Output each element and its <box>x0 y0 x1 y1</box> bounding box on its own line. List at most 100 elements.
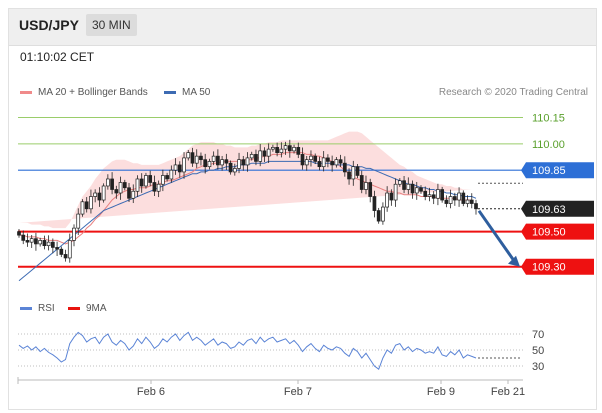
candle-body <box>220 159 224 166</box>
candle-body <box>232 168 237 173</box>
candle-body <box>199 155 203 161</box>
candle-body <box>402 180 406 190</box>
candle-body <box>161 175 165 185</box>
legend-item-9ma: 9MA <box>68 303 107 314</box>
candle-body <box>342 162 347 173</box>
candle-body <box>452 196 457 201</box>
candle-body <box>275 147 279 153</box>
rsi-swatch <box>20 306 32 310</box>
candle-body <box>300 154 305 166</box>
timeframe-badge[interactable]: 30 MIN <box>86 14 137 36</box>
candle-body <box>241 159 246 166</box>
candle-body <box>118 182 123 194</box>
resistance-label-0: 110.15 <box>532 113 565 125</box>
candle-body <box>372 196 377 211</box>
candle-body <box>469 199 474 204</box>
candle-body <box>173 164 178 171</box>
candle-body <box>304 159 309 166</box>
candle-body <box>34 238 38 245</box>
legend-label-ma20: MA 20 + Bollinger Bands <box>38 87 148 98</box>
level-tag-3 <box>521 200 594 217</box>
candle-body <box>397 180 402 185</box>
candle-body <box>355 166 360 176</box>
candle-body <box>271 147 275 150</box>
level-label-5: 109.30 <box>532 262 566 274</box>
candle-body <box>194 155 199 164</box>
candle-body <box>237 159 241 169</box>
legend-item-ma50: MA 50 <box>164 87 210 98</box>
level-label-4: 109.50 <box>532 227 566 239</box>
candle-body <box>156 183 161 192</box>
candle-body <box>216 155 220 166</box>
candle-body <box>29 238 34 243</box>
candle-body <box>423 190 428 197</box>
ma20-swatch <box>20 90 32 94</box>
candle-body <box>144 175 148 187</box>
rsi-line <box>18 331 477 370</box>
rsi-tick-50: 50 <box>532 345 544 357</box>
rsi-tick-70: 70 <box>532 329 544 341</box>
candle-body <box>89 196 93 210</box>
candle-body <box>182 157 186 173</box>
candle-body <box>389 192 394 201</box>
ma50-swatch <box>164 90 176 94</box>
candle-body <box>368 182 373 197</box>
candle-body <box>351 166 356 180</box>
candle-body <box>287 145 292 152</box>
candle-body <box>457 192 461 201</box>
timestamp: 01:10:02 CET <box>20 50 95 64</box>
candle-body <box>169 169 174 180</box>
candle-body <box>93 192 98 197</box>
x-tick-label: Feb 21 <box>491 386 525 398</box>
candle-body <box>330 161 334 166</box>
candle-body <box>381 206 385 222</box>
candle-body <box>177 164 182 173</box>
x-tick-label: Feb 6 <box>137 386 165 398</box>
candle-body <box>72 227 76 241</box>
candle-body <box>364 182 368 190</box>
candle-body <box>59 248 64 255</box>
candle-body <box>431 194 436 199</box>
candle-body <box>465 199 470 204</box>
candle-body <box>258 150 263 162</box>
candle-body <box>313 155 318 162</box>
level-tag-2 <box>521 162 594 179</box>
level-tag-5 <box>521 258 594 275</box>
candle-body <box>283 145 288 150</box>
candle-body <box>224 159 229 164</box>
candle-body <box>292 147 296 152</box>
candle-body <box>410 183 415 194</box>
candle-body <box>334 159 339 166</box>
candle-body <box>406 183 411 190</box>
candle-body <box>211 155 216 162</box>
candle-body <box>376 210 381 222</box>
candle-body <box>190 152 195 164</box>
bollinger-band-area <box>19 131 472 229</box>
candle-body <box>67 240 72 259</box>
candle-body <box>309 155 313 161</box>
candle-body <box>84 201 89 210</box>
candle-body <box>321 157 326 168</box>
x-tick-label: Feb 9 <box>427 386 455 398</box>
candle-body <box>63 254 68 259</box>
candle-body <box>25 240 30 243</box>
candle-body <box>427 194 432 197</box>
candle-body <box>127 187 131 199</box>
legend-item-rsi: RSI <box>20 303 55 314</box>
candle-body <box>51 241 55 248</box>
candle-body <box>148 175 153 183</box>
candle-body <box>97 192 102 201</box>
9ma-swatch <box>68 306 80 310</box>
resistance-label-1: 110.00 <box>532 139 565 151</box>
candle-body <box>165 175 169 180</box>
forecast-arrow-shaft <box>477 209 516 262</box>
candle-body <box>203 159 208 168</box>
research-credit: Research © 2020 Trading Central <box>438 87 588 98</box>
candle-body <box>110 178 114 190</box>
candle-body <box>262 150 267 157</box>
legend-item-ma20: MA 20 + Bollinger Bands <box>20 87 148 98</box>
candle-body <box>46 241 51 247</box>
candle-body <box>448 196 453 204</box>
candle-body <box>228 162 233 173</box>
candle-body <box>135 178 140 192</box>
